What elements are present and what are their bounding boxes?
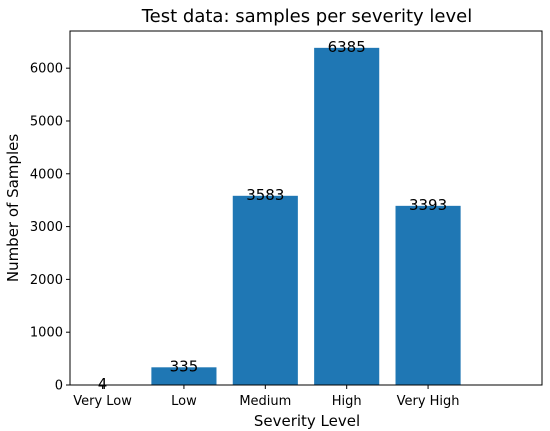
x-tick-label: Low	[171, 394, 197, 409]
chart-title: Test data: samples per severity level	[141, 6, 472, 27]
x-tick-label: Very High	[397, 394, 460, 409]
data-label: 335	[170, 357, 199, 375]
y-tick-label: 4000	[30, 167, 63, 182]
y-tick-label: 3000	[30, 220, 63, 235]
y-tick-label: 2000	[30, 273, 63, 288]
bar	[232, 195, 298, 385]
bar	[151, 367, 217, 385]
y-axis-label: Number of Samples	[4, 134, 22, 282]
data-label: 3583	[246, 186, 284, 204]
axes-frame	[69, 30, 543, 386]
data-label: 6385	[328, 38, 366, 56]
y-tick-label: 0	[55, 379, 63, 394]
plot-area: 4 335 3583 6385 3393 0 1000 2000 3000 4000 5000 600…	[30, 30, 543, 409]
x-axis-label: Severity Level	[254, 412, 360, 430]
bar	[314, 47, 380, 386]
data-label: 3393	[409, 196, 447, 214]
y-tick-label: 5000	[30, 114, 63, 129]
x-tick-label: Very Low	[73, 394, 132, 409]
data-label: 4	[98, 375, 108, 393]
y-tick-label: 6000	[30, 62, 63, 77]
y-tick-label: 1000	[30, 326, 63, 341]
bar	[395, 205, 461, 385]
x-tick-label: Medium	[239, 394, 291, 409]
x-tick-label: High	[332, 394, 362, 409]
